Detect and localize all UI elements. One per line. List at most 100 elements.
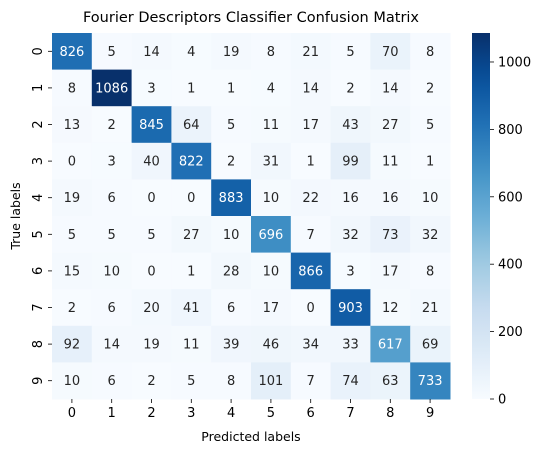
x-tick-label-6: 6 [307,406,315,421]
cell-value-2-0: 13 [64,118,81,133]
cell-value-8-8: 617 [378,338,403,353]
cell-value-4-9: 10 [422,191,439,206]
cell-value-8-1: 14 [103,338,120,353]
cell-value-0-5: 8 [267,45,275,60]
cell-value-5-4: 10 [223,228,240,243]
heatmap-cell-8-4 [211,325,252,363]
cell-value-1-3: 1 [187,81,195,96]
heatmap-cell-7-3 [171,289,212,327]
heatmap-cell-7-8 [370,289,411,327]
cell-value-2-2: 845 [139,118,164,133]
cell-value-3-6: 1 [307,155,315,170]
heatmap-cell-8-2 [131,325,172,363]
heatmap-cell-9-1 [91,362,133,400]
cell-value-6-6: 866 [298,264,323,279]
heatmap-cell-8-8 [370,325,411,363]
heatmap-cell-9-7 [330,362,371,400]
cell-value-5-6: 7 [307,228,315,243]
cell-value-0-0: 826 [59,45,84,60]
cell-value-9-4: 8 [227,374,235,389]
heatmap-cell-3-1 [91,142,133,180]
cell-value-5-3: 27 [183,228,200,243]
heatmap-cell-4-4 [211,179,252,217]
cell-value-5-9: 32 [422,228,439,243]
heatmap-cell-6-6 [290,252,332,290]
heatmap-cell-1-7 [330,69,371,107]
y-tick-label-4: 4 [31,194,46,202]
heatmap-cell-2-9 [410,106,451,144]
heatmap-cell-8-0 [52,325,93,363]
heatmap-cell-0-7 [330,33,371,71]
cell-value-0-2: 14 [143,45,160,60]
cell-value-2-4: 5 [227,118,235,133]
heatmap-cell-0-5 [251,33,292,71]
heatmap-cell-6-0 [52,252,93,290]
heatmap-cell-5-6 [290,216,332,254]
heatmap-cell-5-9 [410,216,451,254]
cell-value-0-1: 5 [108,45,116,60]
cell-value-4-4: 883 [219,191,244,206]
x-tick-label-4: 4 [227,406,235,421]
heatmap-cell-9-6 [290,362,332,400]
cell-value-5-5: 696 [258,228,283,243]
heatmap-cell-5-3 [171,216,212,254]
heatmap-cell-8-7 [330,325,371,363]
heatmap-cell-6-3 [171,252,212,290]
cell-value-4-7: 16 [342,191,359,206]
cell-value-6-7: 3 [346,264,354,279]
heatmap-cell-4-7 [330,179,371,217]
cell-value-0-4: 19 [223,45,240,60]
heatmap-cell-9-9 [410,362,451,400]
heatmap-cell-9-8 [370,362,411,400]
cell-value-1-1: 1086 [95,81,128,96]
heatmap-cell-8-9 [410,325,451,363]
y-tick-label-1: 1 [31,84,46,92]
heatmap-cell-3-0 [52,142,93,180]
heatmap-cell-6-2 [131,252,172,290]
cell-value-5-0: 5 [68,228,76,243]
cell-value-0-6: 21 [302,45,319,60]
heatmap-cell-7-6 [290,289,332,327]
cell-value-3-3: 822 [179,155,204,170]
heatmap-cell-4-2 [131,179,172,217]
cell-value-3-7: 99 [342,155,359,170]
heatmap-cell-2-7 [330,106,371,144]
heatmap-cell-6-8 [370,252,411,290]
heatmap-cell-8-6 [290,325,332,363]
heatmap-cell-1-9 [410,69,451,107]
y-tick-label-7: 7 [31,303,46,311]
heatmap-cell-5-4 [211,216,252,254]
cell-value-4-3: 0 [187,191,195,206]
cell-value-8-2: 19 [143,338,160,353]
heatmap-cell-1-0 [52,69,93,107]
cell-value-7-2: 20 [143,301,160,316]
heatmap-cell-4-8 [370,179,411,217]
cell-value-8-5: 46 [263,338,280,353]
heatmap-cell-5-7 [330,216,371,254]
cell-value-3-4: 2 [227,155,235,170]
heatmap-cell-1-8 [370,69,411,107]
heatmap-cell-4-0 [52,179,93,217]
chart-title: Fourier Descriptors Classifier Confusion… [83,10,419,26]
heatmap-cell-3-3 [171,142,212,180]
x-axis-ticks: 0 1 2 3 4 5 6 7 8 9 [68,399,434,421]
cell-value-1-4: 1 [227,81,235,96]
cell-value-9-2: 2 [147,374,155,389]
x-tick-label-7: 7 [346,406,354,421]
cell-value-6-4: 28 [223,264,240,279]
heatmap-cell-7-9 [410,289,451,327]
heatmap-cell-0-6 [290,33,332,71]
cell-value-6-1: 10 [103,264,120,279]
cell-value-6-3: 1 [187,264,195,279]
heatmap-cell-8-3 [171,325,212,363]
heatmap-cell-2-6 [290,106,332,144]
cell-value-4-0: 19 [64,191,81,206]
cell-value-0-9: 8 [426,45,434,60]
cell-value-6-2: 0 [147,264,155,279]
cell-value-2-1: 2 [108,118,116,133]
heatmap-cell-9-2 [131,362,172,400]
cell-value-3-1: 3 [108,155,116,170]
colorbar [472,33,490,399]
y-tick-label-5: 5 [31,230,46,238]
cell-value-2-7: 43 [342,118,359,133]
